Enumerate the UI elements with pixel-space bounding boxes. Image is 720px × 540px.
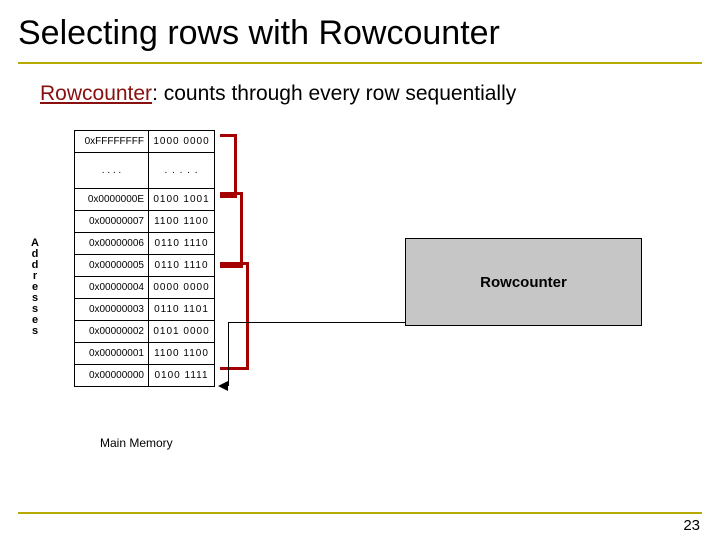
table-row: 0xFFFFFFFF1000 0000 [75,131,215,153]
memory-address: 0x00000003 [75,299,149,321]
diagram-area: Addresses 0xFFFFFFFF1000 0000. . . .. . … [30,130,690,480]
memory-address: 0x00000002 [75,321,149,343]
memory-value: 0110 1101 [149,299,215,321]
memory-address: 0xFFFFFFFF [75,131,149,153]
table-row: 0x000000040000 0000 [75,277,215,299]
table-row: 0x000000000100 1111 [75,365,215,387]
memory-address: 0x00000004 [75,277,149,299]
memory-value: 0000 0000 [149,277,215,299]
table-row: 0x000000020101 0000 [75,321,215,343]
memory-value: 0100 1001 [149,189,215,211]
footer-divider [18,512,702,514]
memory-value: 0110 1110 [149,233,215,255]
memory-value: 1100 1100 [149,343,215,365]
table-row: 0x000000050110 1110 [75,255,215,277]
arrow-head-icon [218,381,228,391]
arrow-line-icon [228,322,405,323]
row-bracket-icon [220,192,243,268]
memory-address: 0x00000007 [75,211,149,233]
memory-value: 0110 1110 [149,255,215,277]
arrow-line-icon [228,322,229,386]
memory-address: 0x00000000 [75,365,149,387]
table-row: 0x000000030110 1101 [75,299,215,321]
memory-value: 1000 0000 [149,131,215,153]
table-row: 0x000000011100 1100 [75,343,215,365]
subtitle-lead: Rowcounter [40,82,152,105]
title-divider [18,62,702,64]
memory-address: 0x00000006 [75,233,149,255]
address-vertical-label: Addresses [30,238,40,337]
rowcounter-box: Rowcounter [405,238,642,326]
memory-address: 0x00000001 [75,343,149,365]
table-row: 0x000000060110 1110 [75,233,215,255]
memory-caption: Main Memory [100,436,173,450]
memory-value: 0101 0000 [149,321,215,343]
memory-address: 0x00000005 [75,255,149,277]
row-bracket-icon [220,134,237,198]
memory-value: 0100 1111 [149,365,215,387]
table-row: 0x000000071100 1100 [75,211,215,233]
subtitle: Rowcounter: counts through every row seq… [40,82,516,106]
memory-table: 0xFFFFFFFF1000 0000. . . .. . . . .0x000… [74,130,215,387]
slide: Selecting rows with Rowcounter Rowcounte… [0,0,720,540]
page-number: 23 [683,517,700,534]
slide-title: Selecting rows with Rowcounter [18,14,500,53]
subtitle-rest: : counts through every row sequentially [152,82,516,105]
table-row: 0x0000000E0100 1001 [75,189,215,211]
row-bracket-icon [220,262,249,370]
memory-address: 0x0000000E [75,189,149,211]
memory-value: 1100 1100 [149,211,215,233]
